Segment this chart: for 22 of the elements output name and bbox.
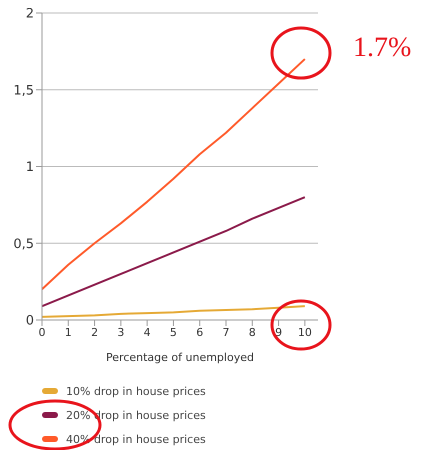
x-tick-label: 1 [64, 326, 72, 339]
x-tick-label: 6 [196, 326, 204, 339]
x-tick-label: 8 [248, 326, 256, 339]
text: 1.7% [353, 32, 412, 64]
legend-label: 10% drop in house prices [66, 384, 206, 398]
line-series [42, 305, 306, 318]
line-series [42, 196, 306, 308]
y-tick-label: 0 [26, 314, 34, 329]
y-tick-label: 2 [26, 6, 34, 22]
y-tick-label: 1 [26, 160, 34, 176]
x-tick-label: 9 [275, 326, 282, 339]
x-tick-label: 5 [170, 326, 177, 339]
x-axis-title: Percentage of unemployed [106, 351, 254, 364]
x-tick-label: 4 [144, 326, 151, 339]
x-tick-label: 3 [117, 326, 124, 339]
x-tick-label: 2 [91, 326, 98, 339]
x-tick-label: 10 [298, 326, 312, 339]
line-series [42, 58, 306, 290]
x-tick-label: 0 [38, 326, 46, 339]
y-tick-label: 1,5 [13, 83, 34, 98]
x-tick-label: 7 [222, 326, 230, 339]
y-tick-label: 0,5 [13, 236, 34, 252]
